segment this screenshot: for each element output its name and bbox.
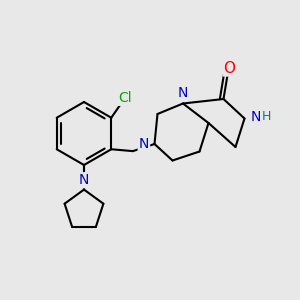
Text: N: N	[78, 173, 88, 187]
Text: N: N	[251, 110, 262, 124]
Text: N: N	[178, 86, 188, 100]
Text: N: N	[139, 137, 149, 151]
Text: O: O	[224, 61, 236, 76]
Text: H: H	[262, 110, 271, 124]
Text: Cl: Cl	[118, 91, 132, 105]
